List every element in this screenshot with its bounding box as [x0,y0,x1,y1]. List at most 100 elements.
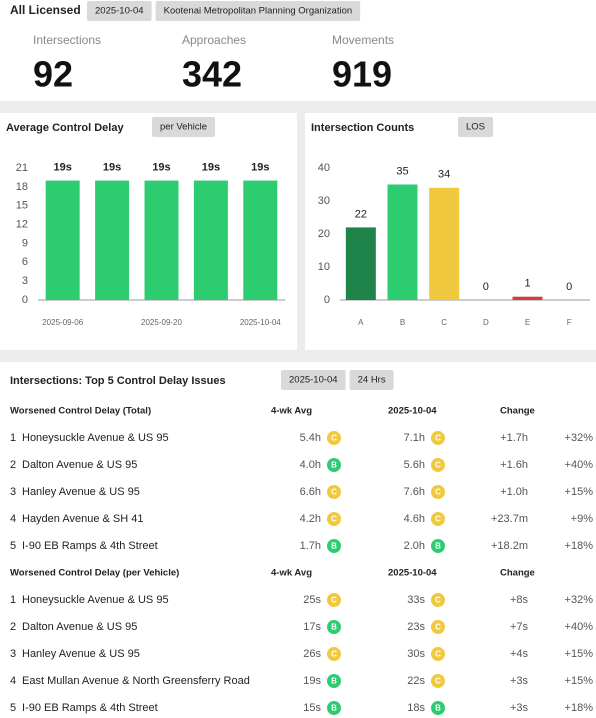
y-tick-label: 21 [16,162,28,174]
intersection-name: Dalton Avenue & US 95 [22,459,137,471]
chip-label: per Vehicle [160,122,207,133]
avg-delay: 5.4h [300,432,321,444]
grade-badge [431,458,445,472]
stat-label: Intersections [33,33,101,47]
y-tick-label: 3 [22,275,28,287]
x-tick-label: D [483,318,489,327]
grade-label: C [435,461,441,470]
value-label: 0 [566,281,572,293]
avg-delay: 6.6h [300,486,321,498]
grade-badge [431,647,445,661]
rank: 3 [10,486,16,498]
bar [45,180,80,300]
grade-label: C [331,434,337,443]
value-label: 19s [54,161,72,173]
x-tick-label: 2025-09-20 [141,318,182,327]
grade-label: C [435,488,441,497]
y-tick-label: 6 [22,256,28,268]
grade-label: C [435,596,441,605]
rank: 3 [10,648,16,660]
value-label: 19s [152,161,170,173]
current-delay: 7.1h [404,432,425,444]
column-header: 2025-10-04 [388,568,437,579]
grade-badge [431,512,445,526]
grade-badge [327,485,341,499]
avg-delay: 25s [303,594,321,606]
y-tick-label: 15 [16,200,28,212]
x-tick-label: B [400,318,405,327]
rank: 5 [10,540,16,552]
column-header: Worsened Control Delay (Total) [10,406,151,417]
page-title: All Licensed [10,3,81,17]
value-label: 22 [355,208,367,220]
column-header: Change [500,568,535,579]
intersection-name: Hayden Avenue & SH 41 [22,513,144,525]
change: +8s [510,594,529,606]
avg-delay: 4.2h [300,513,321,525]
chip-label: Kootenai Metropolitan Planning Organizat… [164,6,353,17]
grade-label: C [331,596,337,605]
change: +4s [510,648,529,660]
change-percent: +18% [565,702,594,714]
stat-value: 342 [182,54,242,95]
grade-label: C [435,434,441,443]
y-tick-label: 0 [324,294,330,306]
grade-label: B [331,677,337,686]
change-percent: +40% [565,459,594,471]
intersection-name: East Mullan Avenue & North Greensferry R… [22,675,250,687]
x-tick-label: 2025-09-06 [42,318,83,327]
change-percent: +15% [565,675,594,687]
value-label: 19s [103,161,121,173]
y-tick-label: 20 [318,228,330,240]
grade-badge [431,620,445,634]
change: +1.0h [500,486,528,498]
change: +23.7m [491,513,528,525]
grade-badge [327,512,341,526]
current-delay: 5.6h [404,459,425,471]
intersection-name: Hanley Avenue & US 95 [22,486,140,498]
rank: 4 [10,675,16,687]
rank: 2 [10,621,16,633]
current-delay: 23s [407,621,425,633]
rank: 1 [10,432,16,444]
change-percent: +40% [565,621,594,633]
x-tick-label: C [441,318,447,327]
y-tick-label: 12 [16,218,28,230]
grade-badge [431,701,445,715]
grade-badge [327,674,341,688]
value-label: 35 [396,165,408,177]
stat-label: Movements [332,33,394,47]
chip [155,1,361,21]
grade-badge [327,647,341,661]
x-tick-label: F [567,318,572,327]
avg-delay: 17s [303,621,321,633]
bar [429,187,460,300]
intersection-name: Honeysuckle Avenue & US 95 [22,594,169,606]
grade-label: B [331,623,337,632]
rank: 2 [10,459,16,471]
current-delay: 2.0h [404,540,425,552]
bar [243,180,278,300]
value-label: 1 [524,278,530,290]
current-delay: 18s [407,702,425,714]
grade-badge [327,431,341,445]
chip [152,117,216,137]
avg-delay: 19s [303,675,321,687]
avg-delay: 4.0h [300,459,321,471]
grade-badge [327,458,341,472]
bar [387,184,418,300]
rank: 1 [10,594,16,606]
chip [349,370,394,390]
rank: 5 [10,702,16,714]
avg-delay: 15s [303,702,321,714]
intersection-name: Honeysuckle Avenue & US 95 [22,432,169,444]
grade-badge [431,539,445,553]
chip-label: LOS [466,122,485,133]
avg-delay: 26s [303,648,321,660]
current-delay: 30s [407,648,425,660]
change-percent: +9% [571,513,594,525]
stat-value: 919 [332,54,392,95]
bar [193,180,228,300]
grade-label: B [331,704,337,713]
chip [281,370,346,390]
